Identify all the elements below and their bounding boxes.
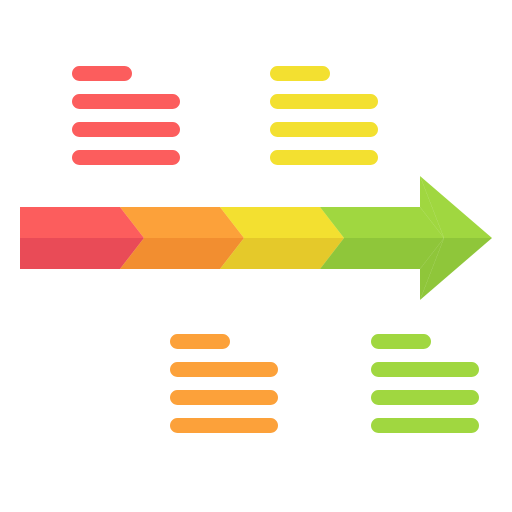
text-line xyxy=(72,94,180,109)
text-line xyxy=(270,94,378,109)
text-block-4 xyxy=(371,334,479,433)
text-line xyxy=(72,122,180,137)
text-line xyxy=(72,150,180,165)
text-line xyxy=(270,122,378,137)
text-line xyxy=(371,334,431,349)
text-line xyxy=(170,334,230,349)
text-line xyxy=(270,66,330,81)
process-arrow-diagram: { "background_color": "transparent", "ca… xyxy=(0,0,512,512)
text-line xyxy=(371,390,479,405)
text-line xyxy=(170,418,278,433)
text-line xyxy=(170,390,278,405)
text-block-1 xyxy=(72,66,180,165)
text-line xyxy=(72,66,132,81)
text-block-3 xyxy=(270,66,378,165)
text-line xyxy=(371,418,479,433)
text-block-2 xyxy=(170,334,278,433)
text-line xyxy=(371,362,479,377)
text-line xyxy=(270,150,378,165)
text-line xyxy=(170,362,278,377)
